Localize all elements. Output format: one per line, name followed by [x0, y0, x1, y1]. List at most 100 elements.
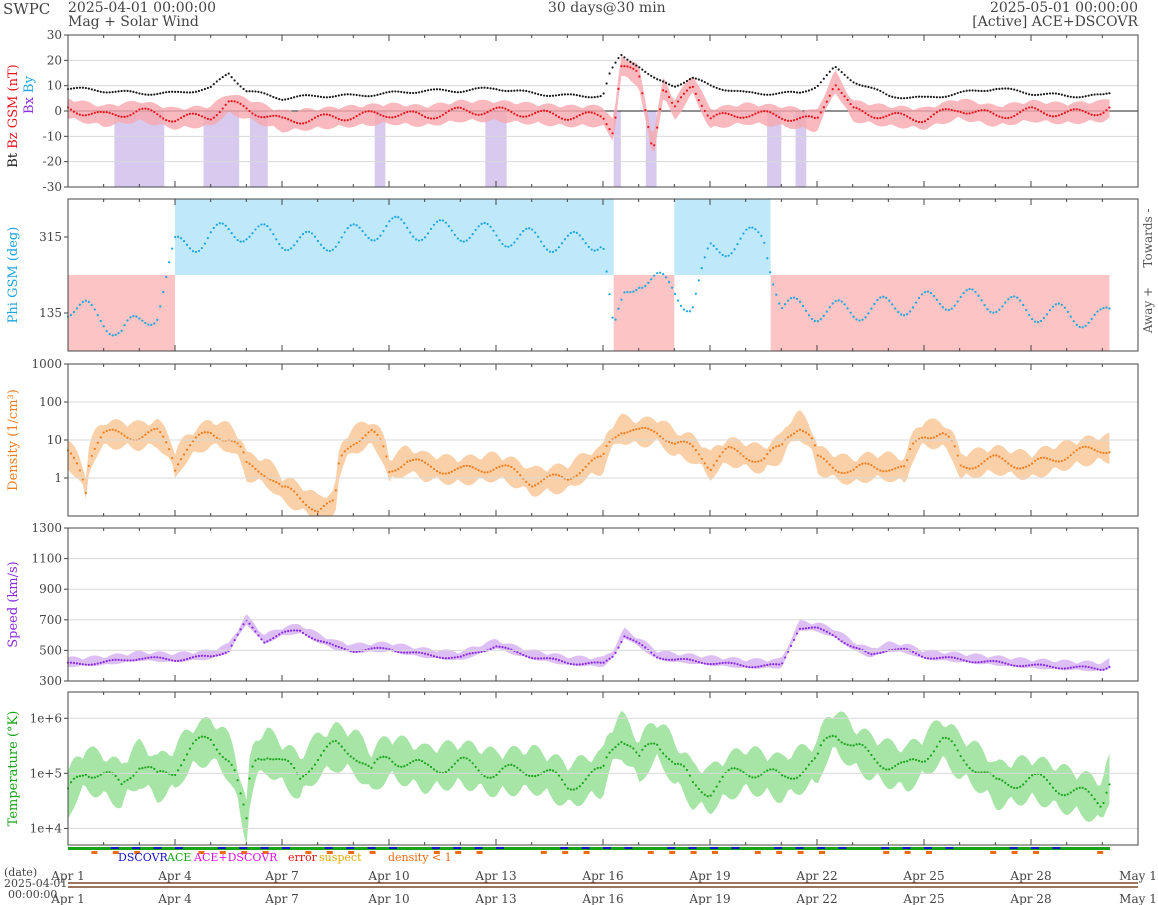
temperature-point	[1084, 788, 1087, 791]
phi-point	[322, 246, 326, 250]
phi-point	[501, 242, 504, 246]
bt-point	[99, 90, 102, 93]
speed-point	[230, 644, 233, 647]
bt-point	[676, 84, 680, 87]
phi-point	[325, 249, 328, 252]
bt-point	[659, 79, 662, 82]
speed-point	[965, 660, 968, 663]
phi-point	[843, 303, 846, 306]
density-point	[792, 432, 796, 435]
density-point	[1045, 457, 1049, 460]
phi-point	[165, 275, 168, 279]
density-point	[968, 467, 971, 470]
bt-point	[879, 89, 882, 93]
density-point	[822, 457, 825, 460]
x-tick-label-top: Apr 19	[688, 869, 730, 883]
temperature-point	[72, 777, 76, 780]
source-dscovr-segment	[110, 847, 119, 849]
bt-point	[1060, 93, 1063, 96]
source-dscovr-segment	[1031, 847, 1039, 849]
density-point	[718, 455, 721, 458]
density-point	[462, 465, 465, 468]
speed-point	[980, 660, 983, 664]
bt-point	[971, 89, 974, 92]
bt-point	[679, 83, 683, 86]
density-lt-1-mark	[926, 851, 932, 854]
temperature-point	[784, 775, 787, 778]
header-source: [Active] ACE+DSCOVR	[972, 14, 1138, 30]
density-lt-1-mark	[712, 851, 718, 854]
bz-point	[810, 115, 814, 118]
density-point	[739, 452, 742, 455]
speed-point	[587, 661, 590, 665]
speed-point	[1025, 664, 1028, 667]
temperature-point	[903, 760, 906, 763]
speed-point	[126, 659, 129, 662]
density-point	[754, 460, 757, 463]
phi-point	[989, 310, 992, 313]
density-point	[185, 448, 189, 451]
bt-point	[129, 90, 132, 93]
phi-point	[1093, 313, 1096, 316]
bt-point	[168, 90, 171, 93]
temperature-point	[852, 744, 855, 747]
bz-point	[632, 67, 635, 70]
bt-point	[361, 94, 364, 97]
source-dscovr-segment	[838, 847, 847, 849]
bz-point	[888, 113, 891, 117]
temperature-point	[400, 765, 403, 768]
bz-point	[653, 144, 656, 147]
source-dscovr-segment	[581, 847, 590, 849]
density-point	[986, 457, 989, 460]
bt-point	[611, 66, 614, 69]
phi-point	[257, 225, 260, 228]
speed-point	[266, 640, 269, 643]
temperature-point	[310, 767, 314, 770]
bz-point	[876, 117, 879, 120]
phi-point	[355, 224, 358, 227]
bz-point	[426, 116, 430, 120]
phi-point	[659, 271, 662, 274]
speed-point	[575, 663, 578, 666]
temperature-point	[795, 776, 799, 779]
phi-point	[926, 290, 930, 293]
temperature-point	[1093, 798, 1096, 801]
temperature-point	[1001, 779, 1004, 782]
temperature-point	[581, 781, 584, 785]
phi-point	[93, 308, 96, 311]
bt-point	[385, 91, 388, 94]
temperature-point	[766, 769, 769, 772]
speed-point	[352, 650, 355, 653]
bt-point	[90, 88, 93, 91]
temperature-point	[90, 776, 93, 779]
phi-point	[1022, 303, 1025, 307]
speed-point	[141, 657, 144, 660]
speed-point	[301, 631, 305, 635]
bz-point	[447, 109, 450, 112]
bt-point	[554, 94, 558, 97]
bt-point	[751, 91, 754, 94]
density-point	[926, 437, 930, 440]
temperature-point	[486, 776, 489, 779]
density-point	[590, 459, 593, 462]
density-point	[489, 470, 492, 473]
phi-point	[1051, 305, 1055, 308]
speed-point	[409, 651, 412, 654]
bt-point	[697, 78, 700, 81]
bz-point	[772, 112, 775, 115]
bz-point	[340, 118, 343, 122]
speed-point	[659, 657, 662, 660]
bt-point	[307, 94, 311, 97]
density-lt-1-mark	[776, 851, 783, 854]
phi-point	[432, 223, 436, 226]
bz-point	[635, 69, 638, 72]
speed-point	[828, 632, 831, 635]
bz-point	[807, 115, 811, 118]
bt-point	[450, 90, 453, 93]
mag-ylabel-group: Bt Bz GSM (nT)	[6, 64, 21, 167]
bt-point	[635, 64, 638, 67]
density-lt-1-mark	[326, 851, 333, 854]
density-point	[656, 432, 659, 435]
speed-point	[459, 655, 462, 658]
phi-point	[307, 230, 311, 233]
